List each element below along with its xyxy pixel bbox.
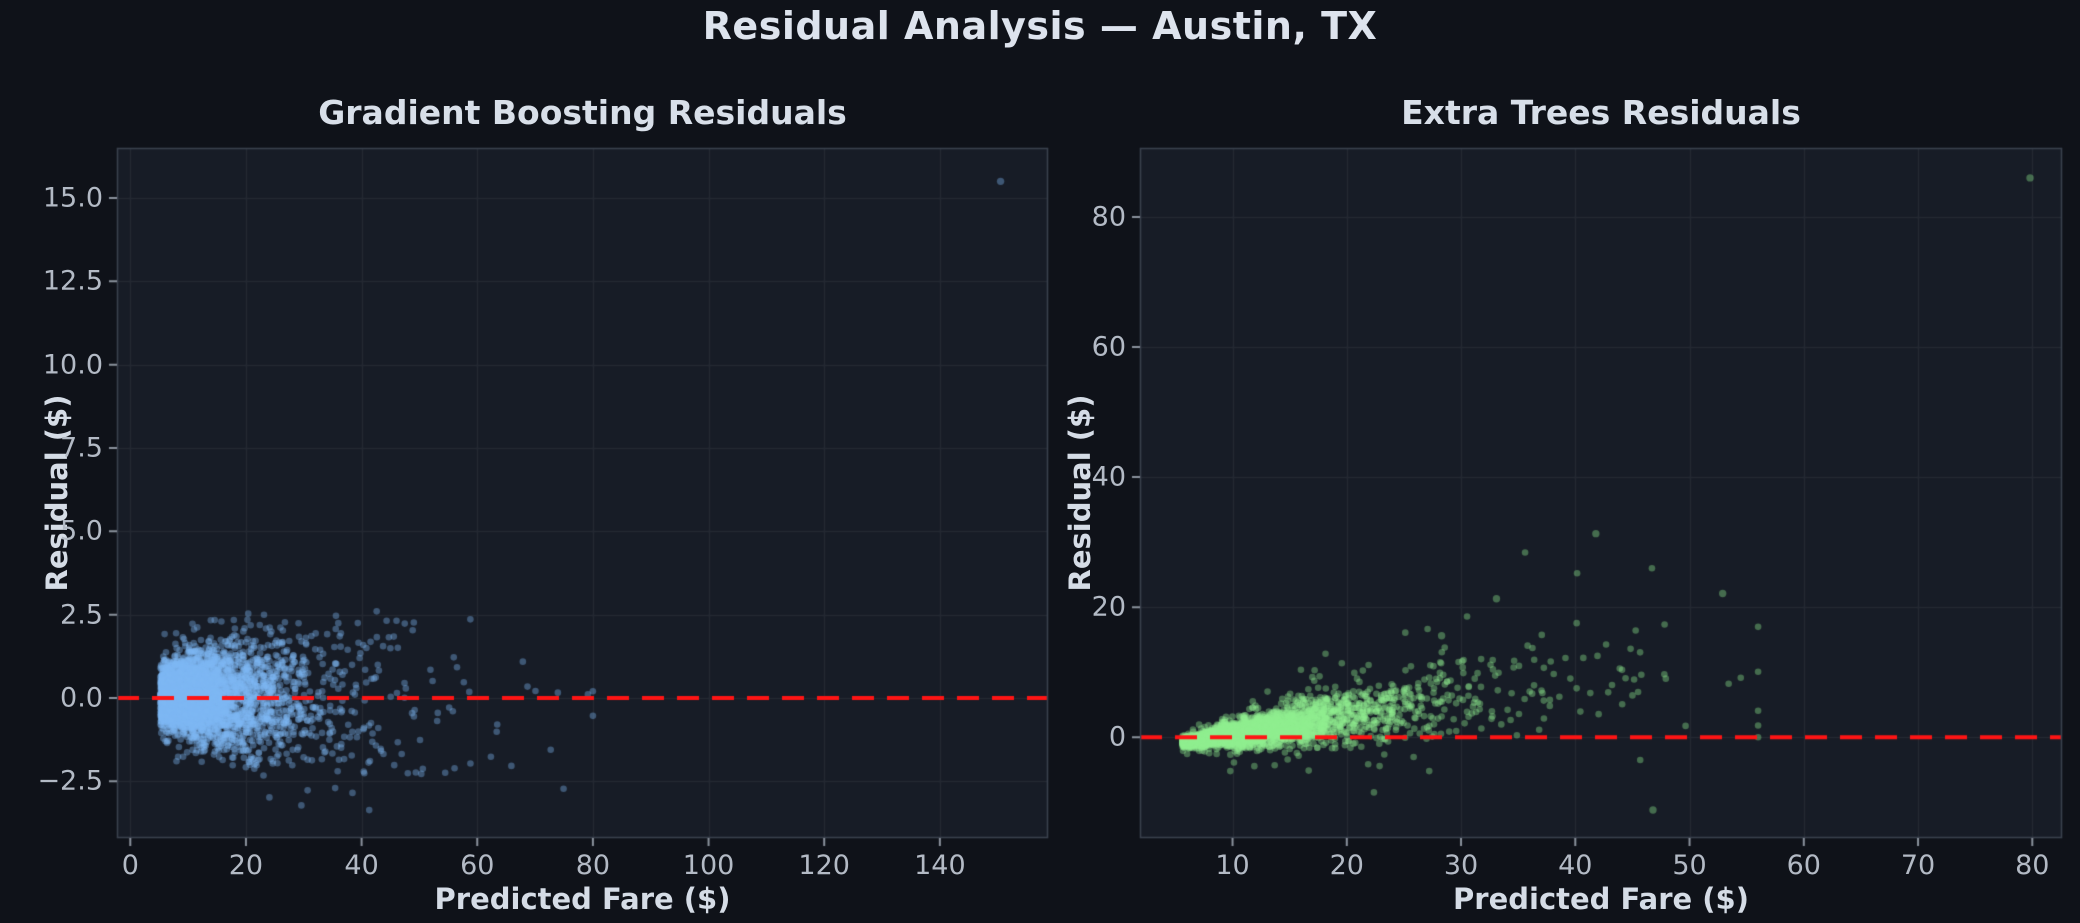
x-tick-label: 10 <box>1215 850 1250 881</box>
x-tick-label: 120 <box>798 850 850 881</box>
x-axis-label-right: Predicted Fare ($) <box>1453 882 1749 916</box>
x-tick-label: 80 <box>575 850 611 881</box>
y-tick-label: 40 <box>1091 461 1126 493</box>
x-tick-label: 140 <box>914 850 966 881</box>
y-tick-label: 12.5 <box>42 265 103 297</box>
figure-title: Residual Analysis — Austin, TX <box>702 4 1378 48</box>
x-tick-label: 70 <box>1900 850 1936 881</box>
x-tick-label: 40 <box>344 850 379 881</box>
x-tick-label: 20 <box>1329 850 1364 881</box>
panel-title-gradient-boosting: Gradient Boosting Residuals <box>318 93 847 132</box>
y-tick-label: 10.0 <box>42 349 103 381</box>
y-tick-label: 7.5 <box>60 432 103 464</box>
y-tick-label: 0 <box>1108 721 1126 753</box>
x-tick-label: 60 <box>460 850 495 881</box>
x-tick-label: 0 <box>121 850 139 881</box>
y-tick-label: 0.0 <box>60 682 103 714</box>
x-tick-label: 20 <box>228 850 264 881</box>
y-tick-label: 20 <box>1091 591 1126 623</box>
y-tick-label: 5.0 <box>60 515 103 547</box>
x-tick-label: 50 <box>1672 850 1707 881</box>
y-tick-label: 60 <box>1091 331 1126 363</box>
x-tick-label: 30 <box>1443 850 1479 881</box>
y-axis-label-right: Residual ($) <box>1063 394 1097 592</box>
y-tick-label: 15.0 <box>42 182 103 214</box>
y-tick-label: 80 <box>1091 201 1126 233</box>
x-axis-label-left: Predicted Fare ($) <box>434 882 731 916</box>
x-tick-label: 100 <box>682 850 735 881</box>
y-tick-label: 2.5 <box>60 599 103 631</box>
y-axis-label-left: Residual ($) <box>40 394 74 592</box>
panel-title-extra-trees: Extra Trees Residuals <box>1401 93 1801 132</box>
x-tick-label: 40 <box>1558 850 1593 881</box>
y-tick-label: −2.5 <box>37 765 103 797</box>
x-tick-label: 60 <box>1786 850 1821 881</box>
x-tick-label: 80 <box>2015 850 2050 881</box>
